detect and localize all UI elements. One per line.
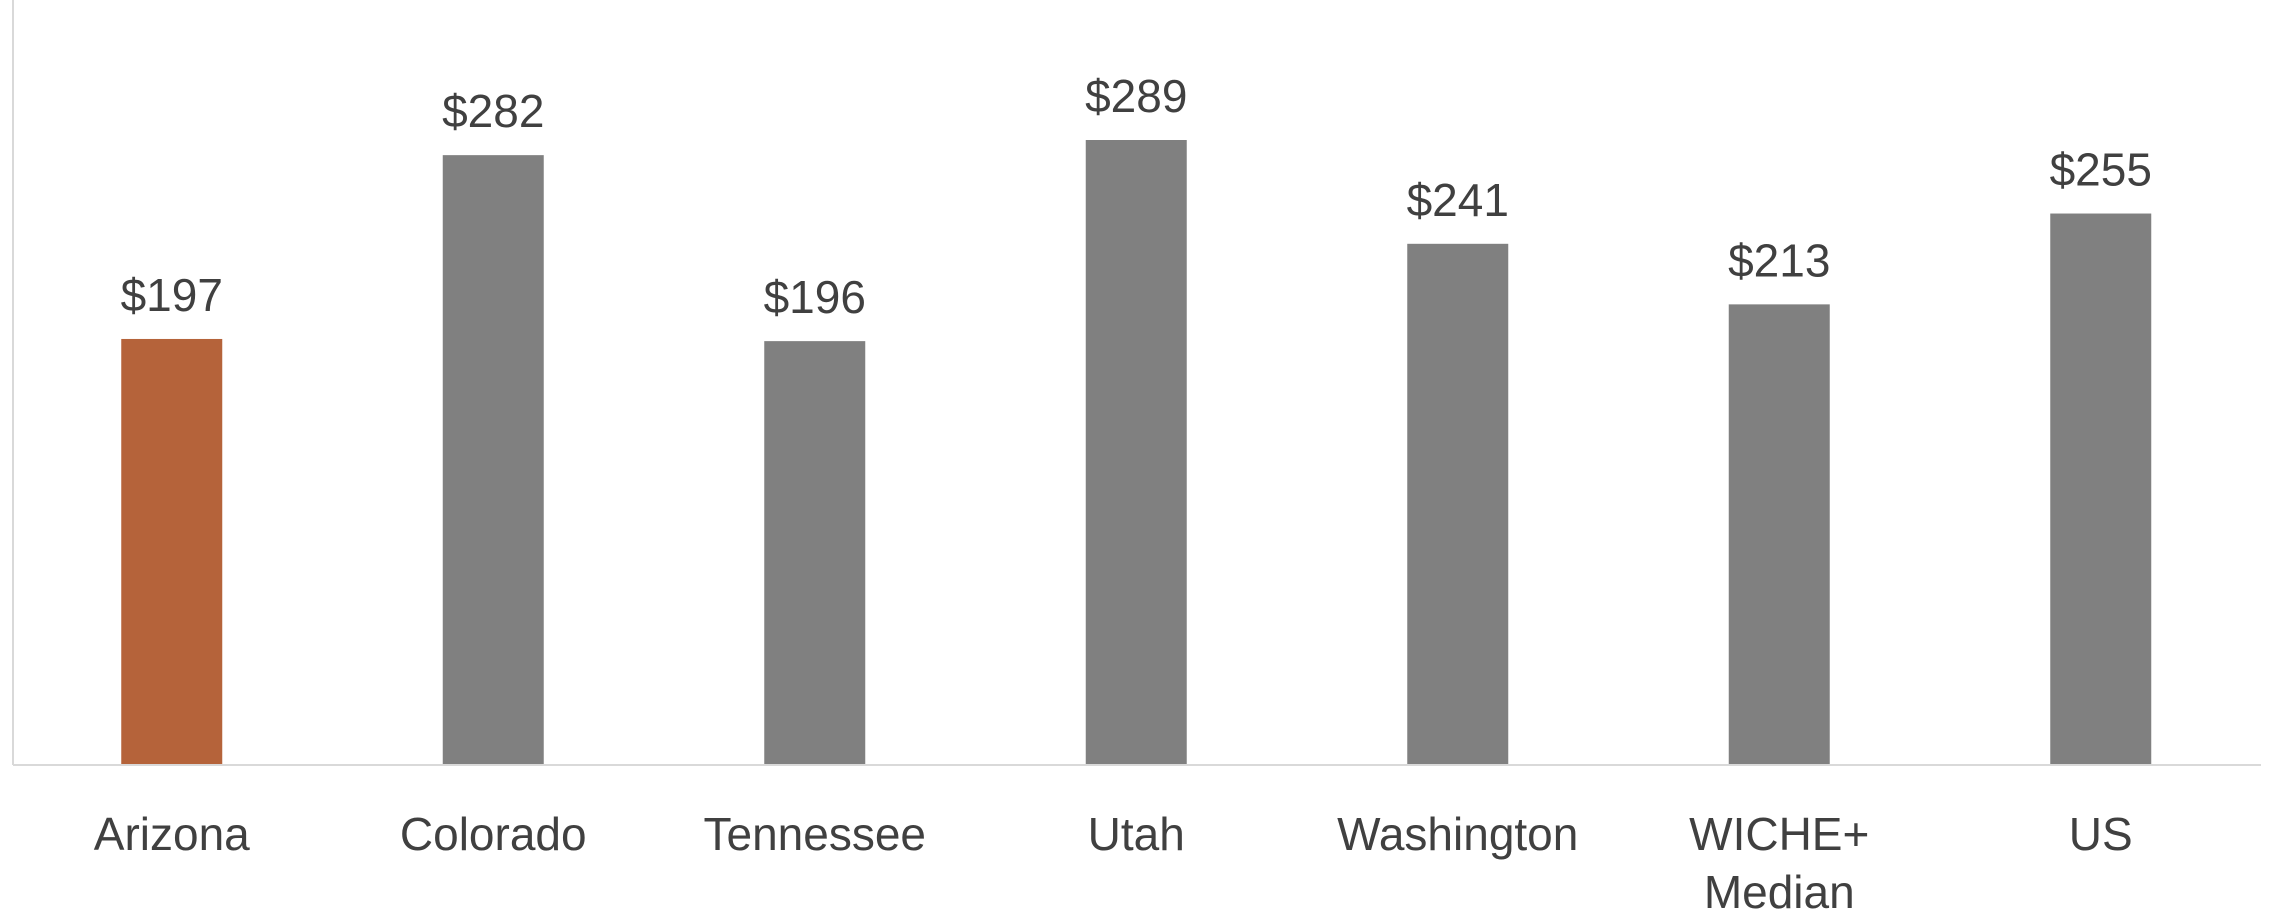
bar [121, 338, 223, 765]
x-tick-label: Utah [1087, 808, 1185, 860]
data-label: $289 [1085, 70, 1187, 122]
bar [1085, 140, 1187, 765]
x-tick-label: WICHE+ Median [1689, 808, 1870, 918]
bar [1407, 243, 1509, 766]
data-label: $197 [121, 269, 223, 321]
bar [2050, 213, 2152, 765]
bar [764, 341, 866, 765]
data-label: $196 [764, 271, 866, 323]
x-tick-label: Arizona [93, 808, 250, 860]
x-tick-label: Colorado [399, 808, 587, 860]
x-tick-label: US [2068, 808, 2133, 860]
bar [442, 155, 544, 765]
bar [1728, 304, 1830, 765]
data-label: $282 [442, 85, 544, 137]
data-label: $241 [1407, 174, 1509, 226]
x-tick-label: Tennessee [703, 808, 927, 860]
data-label: $255 [2050, 144, 2152, 196]
x-tick-label: Washington [1337, 808, 1579, 860]
data-label: $213 [1728, 234, 1830, 286]
